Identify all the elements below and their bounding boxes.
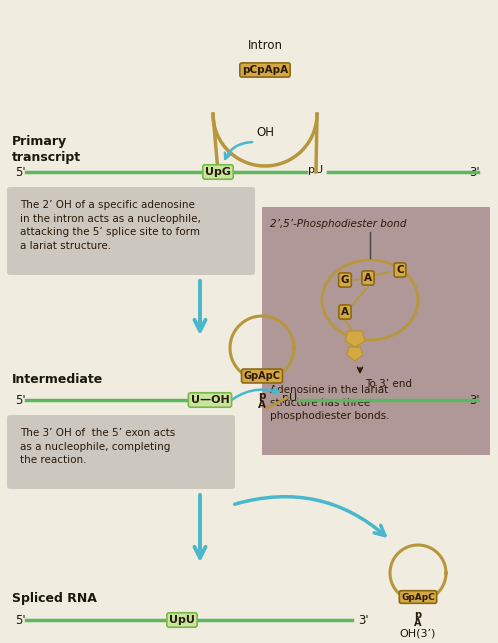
Text: G: G (341, 275, 349, 285)
Text: A: A (414, 618, 422, 628)
Text: Spliced RNA: Spliced RNA (12, 592, 97, 605)
Text: 3': 3' (358, 613, 369, 626)
FancyBboxPatch shape (262, 207, 490, 455)
Polygon shape (345, 331, 365, 347)
Text: 5': 5' (15, 613, 25, 626)
Text: 3': 3' (470, 165, 480, 179)
Text: To 3’ end: To 3’ end (365, 379, 412, 389)
FancyBboxPatch shape (7, 187, 255, 275)
Text: U—OH: U—OH (191, 395, 230, 405)
Text: Intron: Intron (248, 39, 282, 52)
Text: p: p (258, 391, 266, 401)
Text: UpU: UpU (169, 615, 195, 625)
Text: The 3’ OH of  the 5’ exon acts
as a nucleophile, completing
the reaction.: The 3’ OH of the 5’ exon acts as a nucle… (20, 428, 175, 465)
Text: 3': 3' (470, 394, 480, 406)
Text: OH(3’): OH(3’) (400, 629, 436, 639)
Text: OH: OH (256, 125, 274, 138)
Text: The 2’ OH of a specific adenosine
in the intron acts as a nucleophile,
attacking: The 2’ OH of a specific adenosine in the… (20, 200, 201, 251)
Text: A: A (258, 400, 266, 410)
Text: pU: pU (308, 165, 323, 175)
Text: UpG: UpG (205, 167, 231, 177)
Text: pCpApA: pCpApA (242, 65, 288, 75)
Text: A: A (341, 307, 349, 317)
Text: Intermediate: Intermediate (12, 373, 103, 386)
Text: Adenosine in the lariat
structure has three
phosphodiester bonds.: Adenosine in the lariat structure has th… (270, 385, 389, 421)
Text: Primary
transcript: Primary transcript (12, 135, 81, 164)
Text: GpApC: GpApC (401, 592, 435, 601)
FancyBboxPatch shape (7, 415, 235, 489)
Polygon shape (347, 347, 363, 361)
Text: pU: pU (282, 393, 297, 403)
Text: 5': 5' (15, 165, 25, 179)
Text: 2’,5’-Phosphodiester bond: 2’,5’-Phosphodiester bond (270, 219, 406, 229)
Text: 5': 5' (15, 394, 25, 406)
Text: A: A (364, 273, 372, 283)
Text: GpApC: GpApC (244, 371, 280, 381)
Text: C: C (396, 265, 404, 275)
Text: p: p (414, 610, 422, 620)
